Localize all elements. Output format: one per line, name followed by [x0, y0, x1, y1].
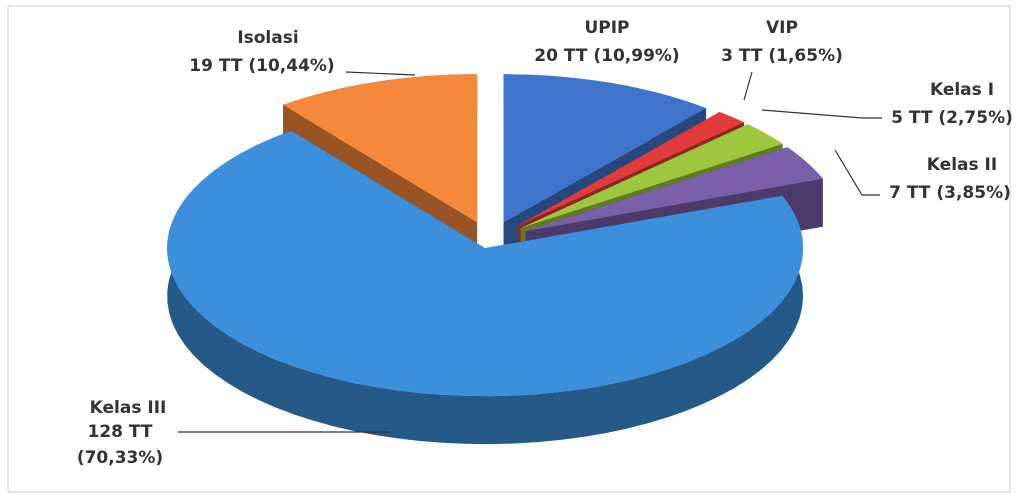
category-label: Kelas I — [930, 80, 994, 100]
slice-top — [503, 74, 707, 223]
value-label: 7 TT (3,85%) — [889, 183, 1011, 203]
value-label: 3 TT (1,65%) — [721, 46, 843, 66]
slice-top — [525, 147, 823, 232]
value-label: 19 TT (10,44%) — [189, 56, 334, 76]
value-label-line: (70,33%) — [77, 448, 163, 468]
leader-line — [743, 71, 753, 101]
slice-top — [517, 112, 744, 227]
value-label: 5 TT (2,75%) — [891, 108, 1013, 128]
category-label: VIP — [766, 18, 798, 38]
slice — [167, 130, 804, 445]
slice-top — [520, 124, 783, 229]
leader-line — [345, 71, 416, 76]
labels: UPIP 20 TT (10,99%) VIP 3 TT (1,65%) Kelas I… — [77, 18, 1013, 468]
value-label: 128 TT (70,33%) — [77, 422, 163, 468]
value-label-line: 128 TT — [88, 422, 153, 442]
slice-top — [167, 130, 804, 397]
leader-line — [834, 149, 880, 196]
slice-top — [283, 74, 478, 223]
pie — [167, 74, 823, 445]
category-label: Kelas III — [90, 398, 167, 418]
category-label: Isolasi — [237, 28, 298, 48]
category-label: UPIP — [584, 18, 629, 38]
category-label: Kelas II — [927, 155, 997, 175]
leader-line — [761, 109, 882, 119]
value-label: 20 TT (10,99%) — [534, 46, 679, 66]
